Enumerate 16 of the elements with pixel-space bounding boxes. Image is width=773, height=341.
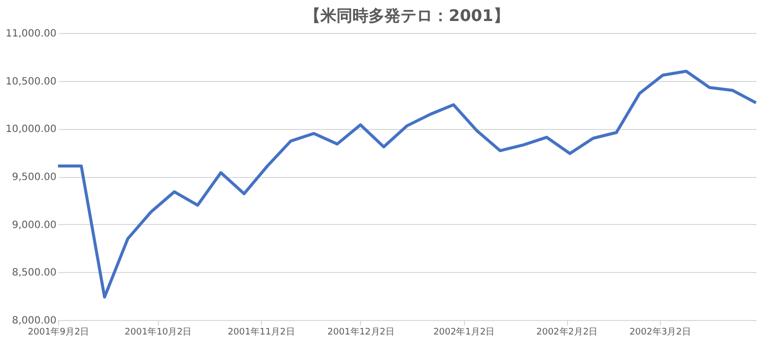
y-tick-label: 10,000.00 [6, 124, 56, 136]
x-tick-label: 2002年1月2日 [433, 326, 495, 338]
line-series [56, 70, 758, 299]
y-tick-label: 8,000.00 [12, 316, 56, 326]
x-tick-label: 2001年10月2日 [124, 326, 192, 338]
x-tick-label: 2002年3月2日 [629, 326, 691, 338]
x-tick-label: 2001年9月2日 [28, 326, 90, 338]
x-tick-label: 2001年12月2日 [327, 326, 395, 338]
y-tick-label: 11,000.00 [6, 28, 56, 40]
y-tick-label: 8,500.00 [12, 268, 56, 279]
y-tick-label: 10,500.00 [6, 76, 56, 88]
x-tick-label: 2001年11月2日 [228, 326, 295, 338]
y-tick-label: 9,500.00 [12, 172, 56, 183]
chart-title: 【米同時多発テロ：2001】 [304, 6, 510, 25]
x-tick-label: 2002年2月2日 [536, 326, 598, 338]
y-tick-label: 9,000.00 [12, 220, 56, 231]
